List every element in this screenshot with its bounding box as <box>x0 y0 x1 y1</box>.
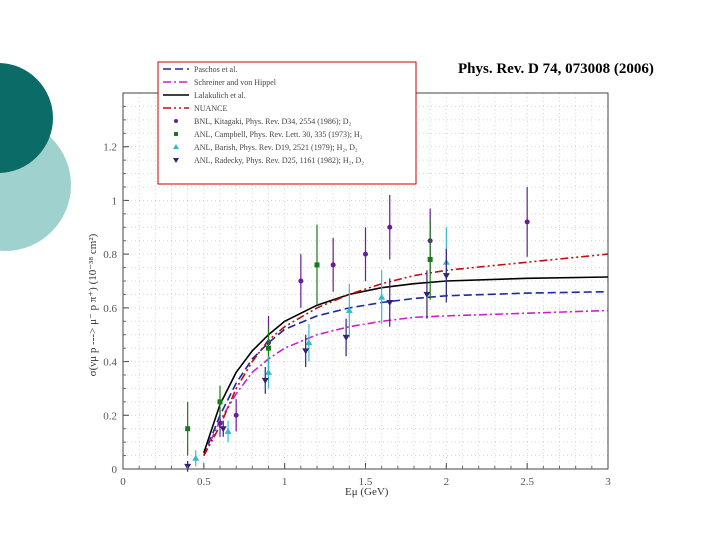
curve-dashdot <box>203 309 609 456</box>
marker-square <box>314 262 320 268</box>
y-tick-label: 0.4 <box>103 357 117 369</box>
legend-entry: Schreiner and von Hippel <box>194 78 277 87</box>
axis-ticks: 0 0.5 1 1.5 2 2.5 3 0 0.2 0.4 0.6 0.8 1 1.2 <box>103 105 611 488</box>
legend: Paschos et al. Schreiner and von Hippel La… <box>157 61 417 185</box>
legend-entry: ANL, Barish, Phys. Rev. D19, 2521 (1979)… <box>194 143 358 152</box>
x-tick-label: 3 <box>605 476 611 488</box>
legend-entry: ANL, Campbell, Phys. Rev. Lett. 30, 335 … <box>194 130 363 139</box>
y-axis-label: σ(νμ p ---> μ⁻ p π⁺) (10⁻³⁸ cm²) <box>87 233 99 376</box>
legend-entry: NUANCE <box>194 104 227 113</box>
marker-triangle-up <box>265 368 272 375</box>
marker-triangle-down <box>423 291 431 298</box>
legend-entry: BNL, Kitagaki, Phys. Rev. D34, 2554 (198… <box>194 117 352 126</box>
marker-triangle-up <box>345 307 353 314</box>
marker-square <box>427 257 433 263</box>
y-tick-label: 0.6 <box>103 303 117 315</box>
legend-entry: Paschos et al. <box>194 65 237 74</box>
marker-circle <box>524 219 530 225</box>
legend-entry: ANL, Radecky, Phys. Rev. D25, 1161 (1982… <box>194 156 364 165</box>
marker-triangle-up <box>192 454 200 461</box>
x-tick-label: 2 <box>444 476 450 488</box>
x-tick-label: 2.5 <box>520 476 534 488</box>
marker-triangle-down <box>442 273 450 280</box>
marker-circle <box>363 251 368 257</box>
marker-circle <box>298 278 304 284</box>
marker-square <box>217 399 223 405</box>
y-tick-label: 1 <box>112 195 118 207</box>
marker-triangle-up <box>378 293 386 300</box>
marker-square <box>185 426 191 432</box>
decor-circle-dark <box>0 63 53 173</box>
y-tick-label: 0 <box>112 464 118 476</box>
marker-triangle-down <box>386 299 394 306</box>
marker-triangle-down <box>173 158 179 163</box>
y-tick-label: 0.2 <box>103 410 117 422</box>
marker-triangle-up <box>305 339 313 346</box>
marker-circle <box>217 420 223 426</box>
x-tick-label: 1.5 <box>359 476 373 488</box>
y-tick-label: 0.8 <box>103 249 117 261</box>
marker-triangle-up <box>224 427 232 434</box>
marker-square <box>266 345 271 351</box>
x-tick-label: 0 <box>120 476 126 488</box>
x-tick-label: 0.5 <box>197 476 211 488</box>
marker-triangle-down <box>342 334 350 341</box>
marker-triangle-down <box>261 377 269 384</box>
curve-solid <box>203 276 609 454</box>
marker-triangle-up <box>173 144 179 149</box>
legend-entry: Lalakulich et al. <box>194 91 246 100</box>
marker-circle <box>387 224 393 230</box>
x-tick-label: 1 <box>282 476 288 488</box>
data-markers <box>184 187 530 472</box>
marker-square <box>174 132 178 136</box>
theory-curves <box>203 253 609 456</box>
x-axis-label: Eμ (GeV) <box>345 486 389 498</box>
marker-triangle-down <box>219 426 227 433</box>
y-tick-label: 1.2 <box>103 142 117 154</box>
marker-circle <box>233 412 239 418</box>
marker-circle <box>330 262 336 268</box>
marker-circle <box>174 119 178 123</box>
marker-triangle-down <box>302 348 310 355</box>
citation: Phys. Rev. D 74, 073008 (2006) <box>458 61 654 77</box>
curve-dashed <box>203 290 609 456</box>
legend-box <box>157 61 417 185</box>
